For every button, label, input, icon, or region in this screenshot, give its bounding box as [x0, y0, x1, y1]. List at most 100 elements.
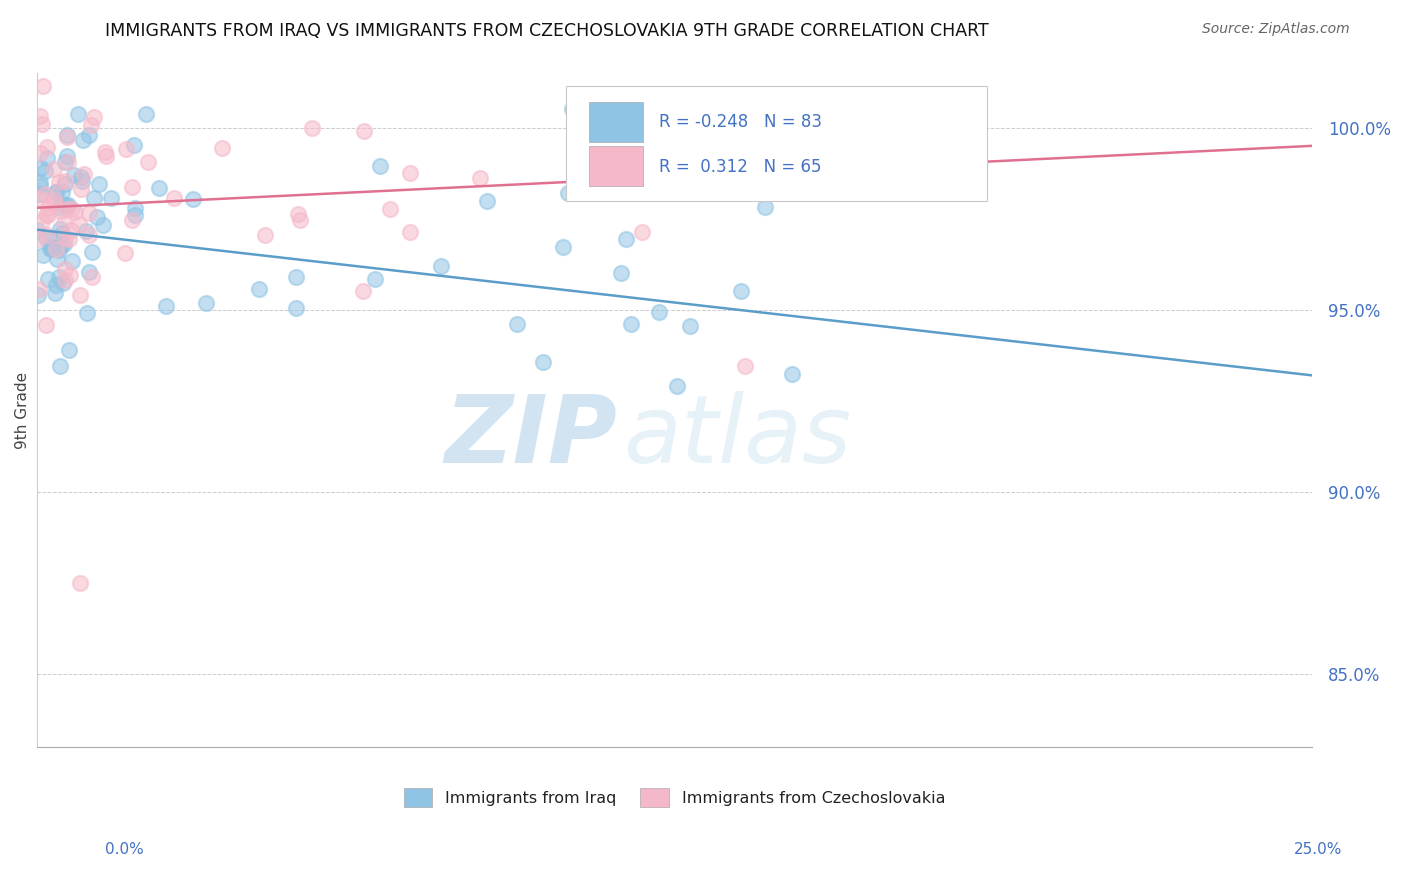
- Point: [44, 186, 66, 200]
- Point: [67, 217, 90, 231]
- Point: [56, 198, 79, 212]
- Point: [114, 245, 136, 260]
- Point: [39, 241, 62, 255]
- Point: [53, 178, 76, 192]
- Point: [124, 201, 146, 215]
- Point: [285, 301, 308, 315]
- Point: [27, 287, 49, 301]
- Point: [82, 270, 104, 285]
- Text: ZIP: ZIP: [444, 391, 617, 483]
- Point: [87, 178, 110, 192]
- Point: [69, 182, 91, 196]
- Point: [561, 103, 583, 117]
- Point: [69, 288, 91, 302]
- Point: [35, 231, 58, 245]
- Point: [77, 206, 100, 220]
- Text: R =  0.312   N = 65: R = 0.312 N = 65: [659, 159, 821, 177]
- Point: [79, 119, 101, 133]
- Point: [754, 200, 776, 214]
- Point: [38, 232, 60, 246]
- Point: [44, 286, 66, 301]
- Point: [30, 109, 52, 123]
- Point: [56, 128, 79, 142]
- Point: [648, 305, 671, 319]
- Point: [93, 218, 115, 232]
- Point: [34, 164, 56, 178]
- Point: [148, 181, 170, 195]
- Point: [28, 282, 51, 296]
- Point: [115, 142, 138, 156]
- Point: [58, 198, 80, 212]
- Point: [30, 161, 52, 175]
- Point: [63, 204, 86, 219]
- Point: [49, 204, 72, 219]
- Point: [48, 175, 70, 189]
- Point: [42, 192, 65, 206]
- Point: [35, 318, 58, 332]
- Point: [352, 285, 374, 299]
- Text: R = -0.248   N = 83: R = -0.248 N = 83: [659, 113, 823, 131]
- Point: [181, 193, 204, 207]
- Text: IMMIGRANTS FROM IRAQ VS IMMIGRANTS FROM CZECHOSLOVAKIA 9TH GRADE CORRELATION CHA: IMMIGRANTS FROM IRAQ VS IMMIGRANTS FROM …: [105, 22, 990, 40]
- Point: [37, 201, 59, 215]
- Point: [136, 154, 159, 169]
- Point: [56, 202, 79, 217]
- Point: [73, 168, 96, 182]
- Text: 0.0%: 0.0%: [105, 842, 145, 856]
- Point: [52, 196, 75, 211]
- Point: [163, 191, 186, 205]
- Point: [211, 140, 233, 154]
- Point: [37, 272, 59, 286]
- Point: [76, 306, 98, 320]
- Point: [51, 239, 73, 253]
- Point: [58, 232, 80, 246]
- Point: [399, 225, 422, 239]
- Point: [52, 276, 75, 290]
- Point: [60, 222, 83, 236]
- Point: [34, 187, 56, 202]
- Point: [51, 226, 73, 240]
- Point: [70, 174, 93, 188]
- Point: [56, 154, 79, 169]
- Y-axis label: 9th Grade: 9th Grade: [15, 371, 30, 449]
- Point: [730, 285, 752, 299]
- Point: [470, 170, 492, 185]
- Point: [285, 269, 308, 284]
- Point: [63, 168, 86, 182]
- Point: [121, 213, 143, 227]
- Point: [247, 282, 270, 296]
- Text: Source: ZipAtlas.com: Source: ZipAtlas.com: [1202, 22, 1350, 37]
- Point: [531, 355, 554, 369]
- Point: [56, 129, 79, 144]
- Point: [69, 576, 91, 591]
- Text: atlas: atlas: [623, 392, 852, 483]
- Point: [60, 202, 83, 216]
- Point: [28, 186, 51, 201]
- Point: [30, 146, 52, 161]
- Point: [94, 149, 117, 163]
- Point: [368, 159, 391, 173]
- Point: [49, 359, 72, 373]
- Point: [288, 213, 311, 227]
- Point: [53, 231, 76, 245]
- Point: [122, 137, 145, 152]
- Point: [553, 240, 575, 254]
- Point: [58, 343, 80, 357]
- Point: [41, 240, 63, 254]
- Point: [353, 123, 375, 137]
- Point: [31, 117, 53, 131]
- Point: [380, 202, 402, 217]
- Point: [53, 154, 76, 169]
- Point: [53, 273, 76, 287]
- Point: [53, 261, 76, 276]
- Point: [364, 272, 387, 286]
- Point: [75, 224, 97, 238]
- Point: [32, 79, 55, 94]
- Text: 25.0%: 25.0%: [1295, 842, 1343, 856]
- Point: [124, 208, 146, 222]
- Point: [477, 194, 499, 208]
- Point: [100, 191, 122, 205]
- Point: [42, 162, 65, 177]
- Point: [45, 252, 67, 266]
- Point: [430, 259, 453, 273]
